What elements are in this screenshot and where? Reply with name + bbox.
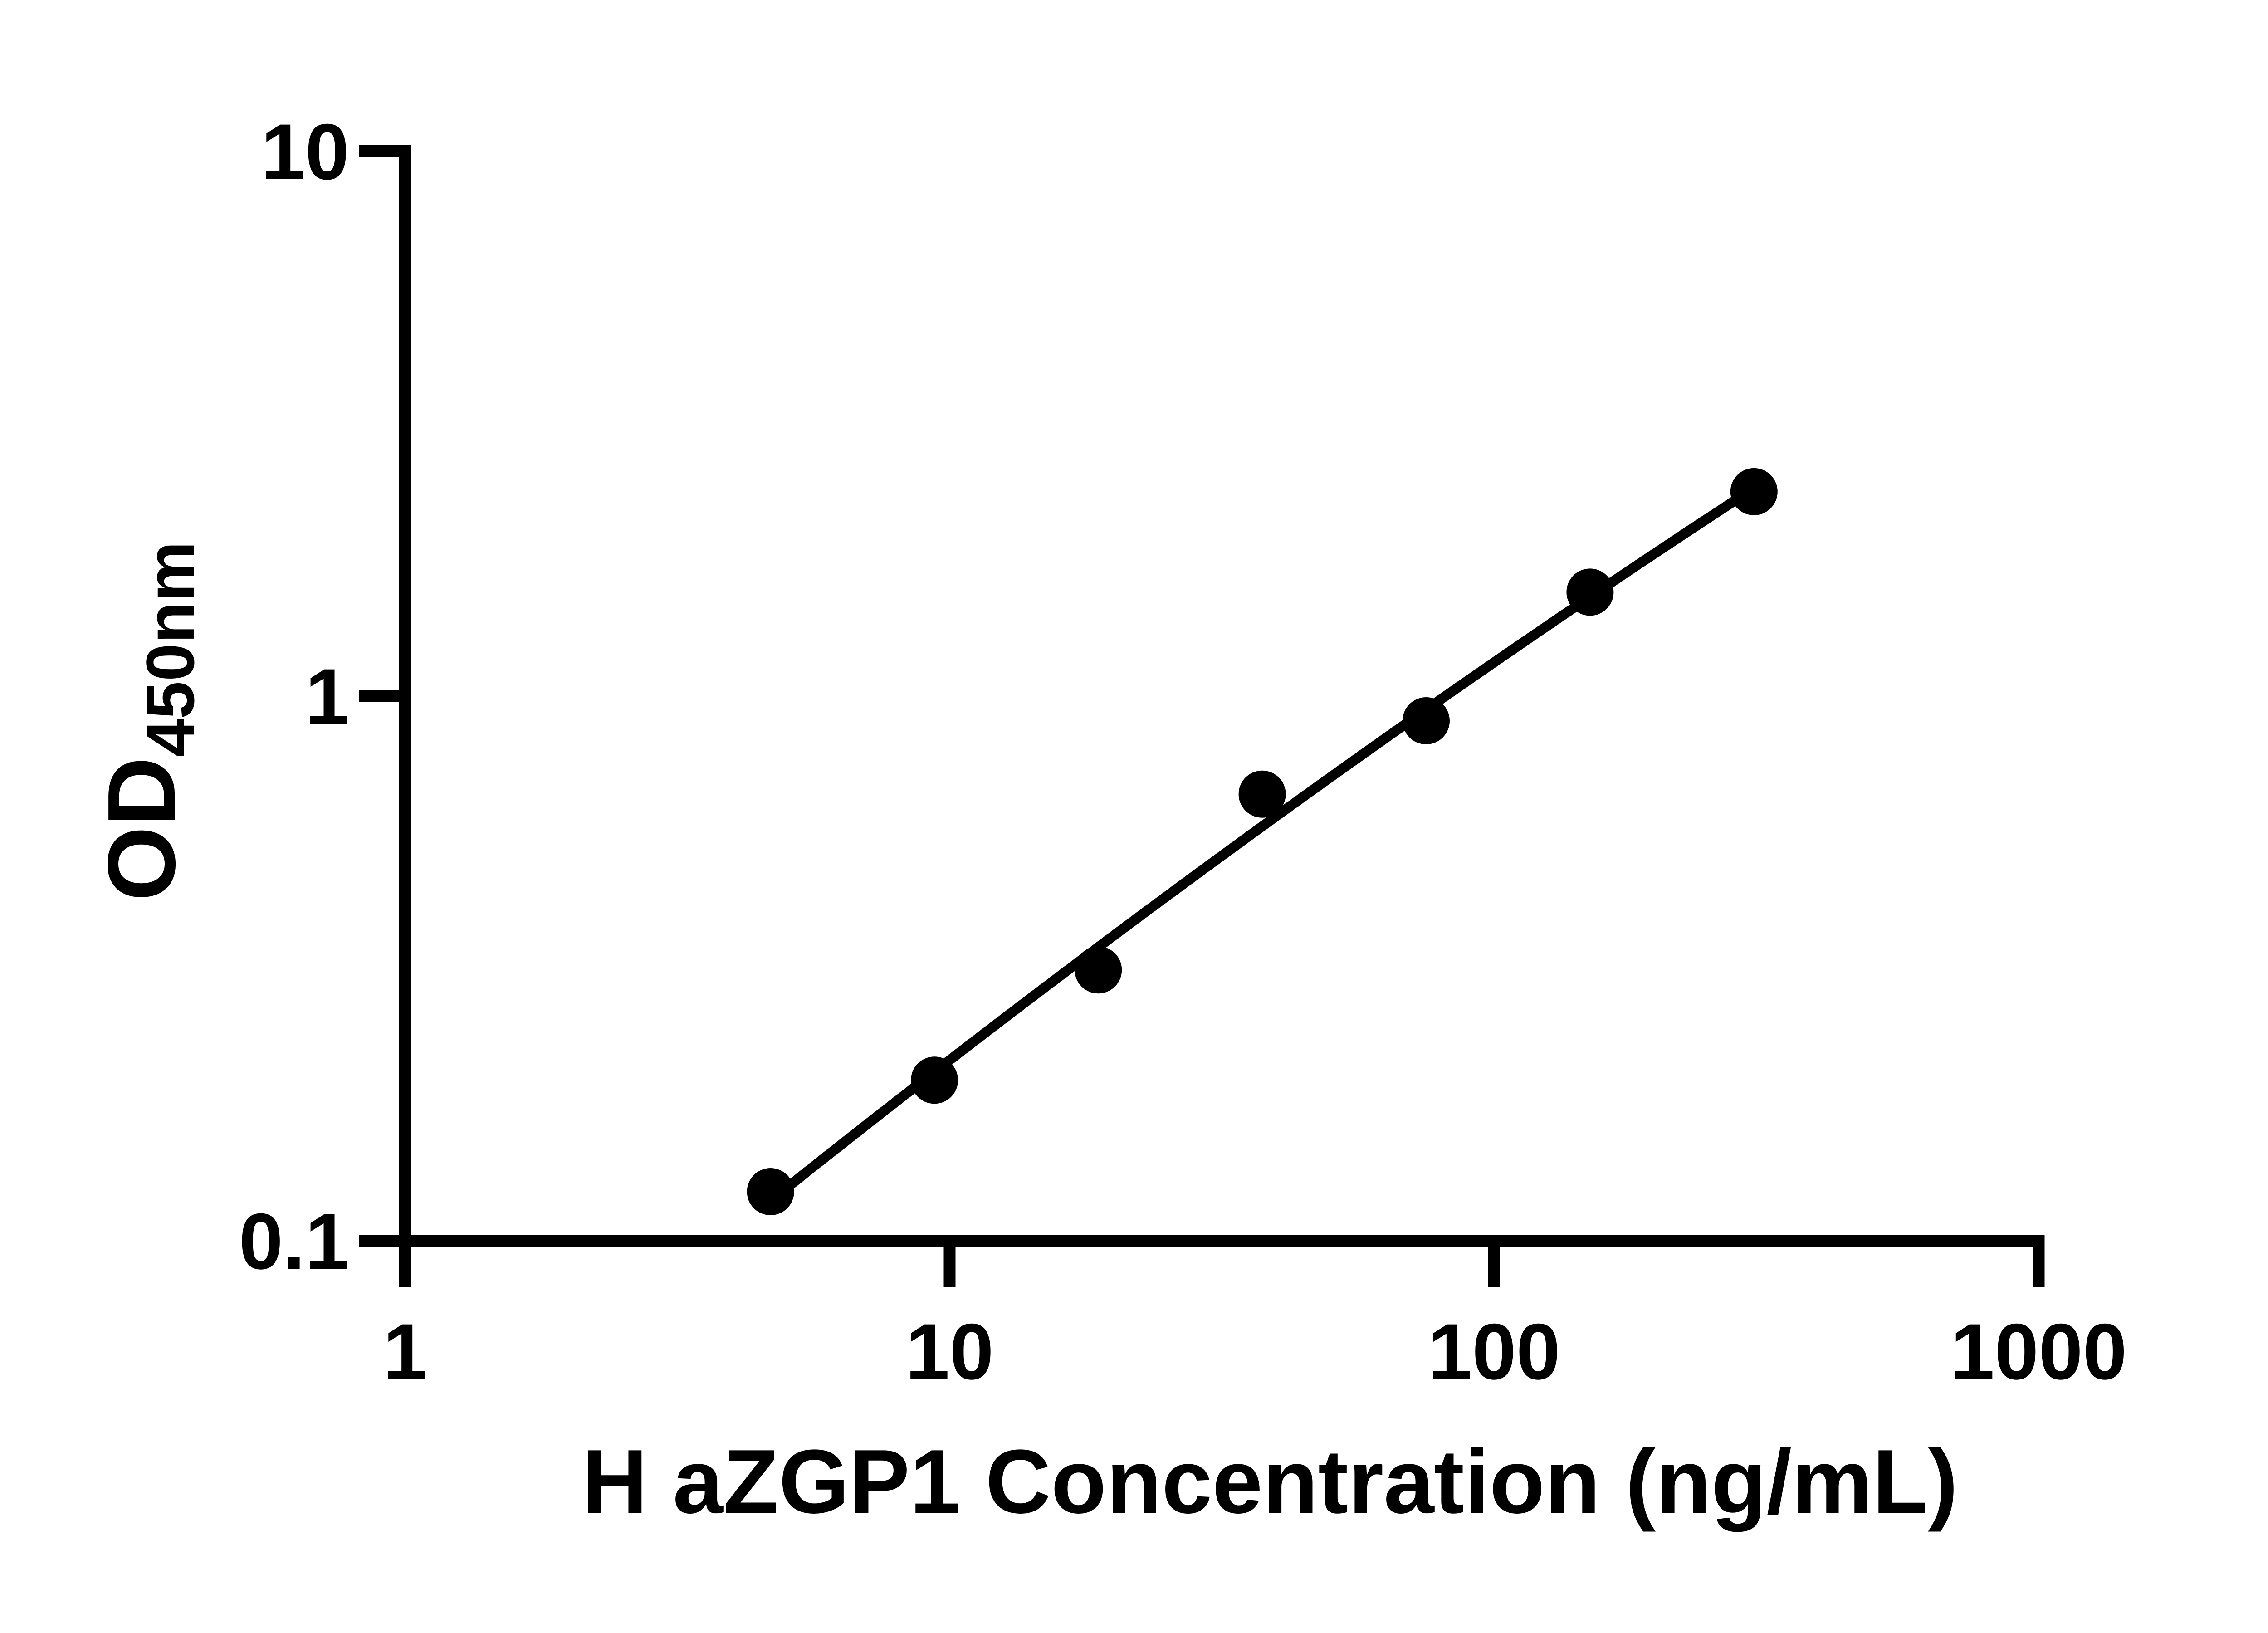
- data-points: [747, 468, 1778, 1215]
- data-point: [1238, 770, 1286, 818]
- data-point: [1403, 697, 1450, 744]
- data-point: [1730, 468, 1778, 515]
- y-axis-tick-labels: 0.1 1 10: [239, 108, 349, 1286]
- x-tick-label: 1000: [1950, 1308, 2127, 1396]
- y-axis-title: OD450nm: [88, 541, 208, 901]
- x-axis-tick-labels: 1 10 100 1000: [383, 1308, 2127, 1396]
- x-tick-label: 10: [905, 1308, 994, 1396]
- data-point: [911, 1056, 958, 1104]
- x-axis-ticks: [399, 1241, 2045, 1287]
- y-axis-title-main: OD: [88, 757, 195, 901]
- y-axis-ticks: [359, 145, 405, 1247]
- y-tick-label: 1: [305, 653, 349, 741]
- x-axis-title: H aZGP1 Concentration (ng/mL): [582, 1431, 1958, 1532]
- data-point: [747, 1168, 794, 1215]
- data-point: [1075, 946, 1122, 994]
- data-point: [1566, 568, 1614, 616]
- y-tick-label: 0.1: [239, 1198, 349, 1286]
- x-tick-label: 1: [383, 1308, 427, 1396]
- axes: [399, 145, 2045, 1247]
- y-axis-title-subscript: 450nm: [132, 541, 208, 757]
- x-tick-label: 100: [1428, 1308, 1560, 1396]
- y-tick-label: 10: [261, 108, 349, 196]
